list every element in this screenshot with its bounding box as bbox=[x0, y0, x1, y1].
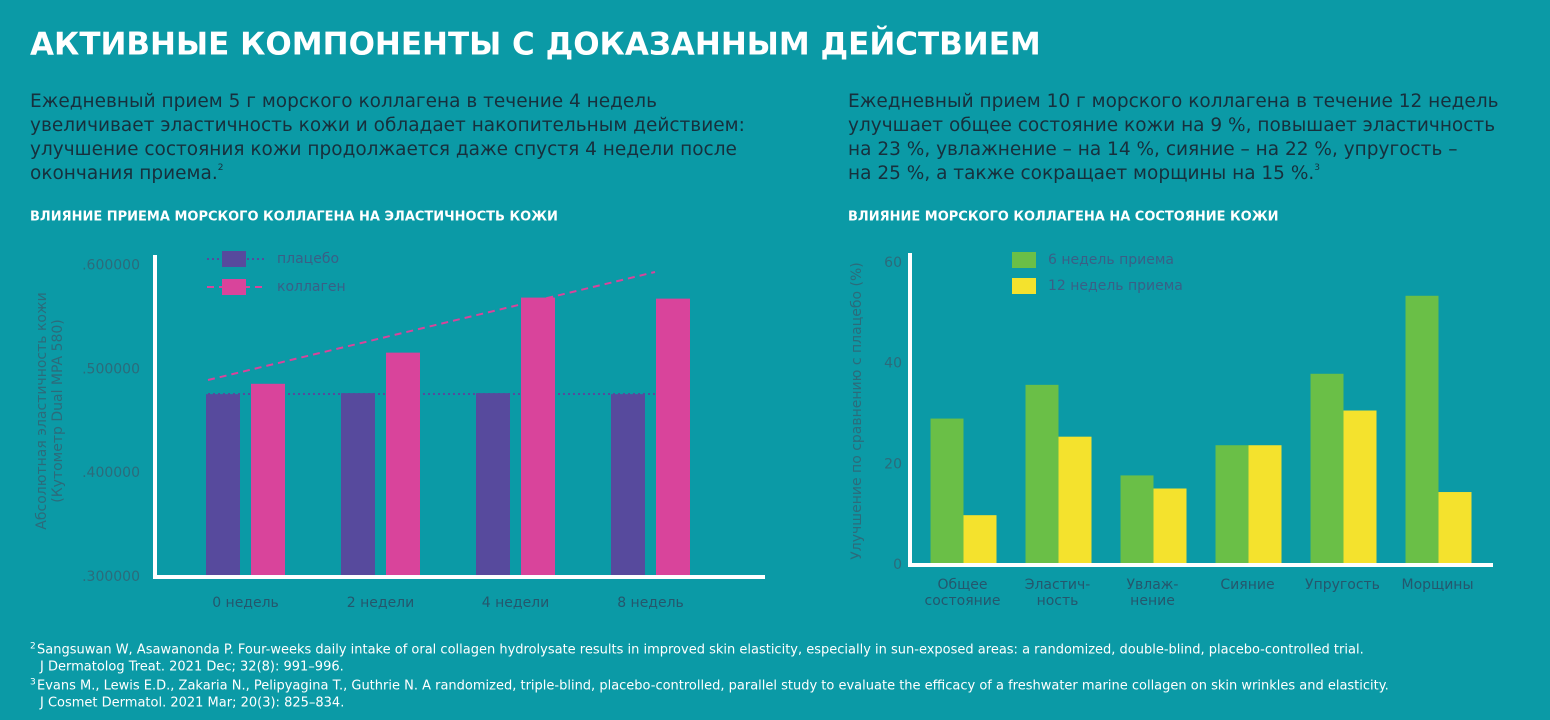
footnote-mark: 2 bbox=[30, 642, 36, 652]
bar bbox=[1405, 295, 1439, 565]
bar bbox=[1248, 445, 1282, 565]
legend-label: плацебо bbox=[277, 251, 339, 267]
y-tick-label: 20 bbox=[884, 456, 902, 472]
x-tick-label: Упругость bbox=[1305, 577, 1380, 593]
chart-title: ВЛИЯНИЕ МОРСКОГО КОЛЛАГЕНА НА СОСТОЯНИЕ … bbox=[848, 210, 1279, 225]
x-tick-label: 0 недель bbox=[212, 595, 279, 611]
text-line: улучшает общее состояние кожи на 9 %, по… bbox=[848, 115, 1495, 136]
footnote: Sangsuwan W, Asawanonda P. Four-weeks da… bbox=[37, 643, 1364, 658]
y-tick-label: 60 bbox=[884, 255, 902, 271]
x-tick-label: 4 недели bbox=[482, 595, 549, 611]
legend-label: 12 недель приема bbox=[1048, 278, 1183, 294]
text-line: на 23 %, увлажнение – на 14 %, сияние – … bbox=[848, 139, 1457, 160]
page-title: АКТИВНЫЕ КОМПОНЕНТЫ С ДОКАЗАННЫМ ДЕЙСТВИ… bbox=[30, 27, 1041, 63]
text-line: увеличивает эластичность кожи и обладает… bbox=[30, 115, 745, 136]
x-tick-label: Общее bbox=[937, 577, 987, 593]
bar bbox=[521, 297, 555, 577]
x-tick-label: нение bbox=[1130, 593, 1175, 609]
x-tick-label: 2 недели bbox=[347, 595, 414, 611]
y-tick-label: 0 bbox=[893, 557, 902, 573]
x-tick-label: Сияние bbox=[1220, 577, 1274, 593]
superscript: 2 bbox=[218, 163, 224, 173]
superscript: 3 bbox=[1314, 163, 1320, 173]
legend-swatch bbox=[1012, 278, 1036, 294]
footnote: J Cosmet Dermatol. 2021 Mar; 20(3): 825–… bbox=[39, 696, 344, 711]
bar bbox=[1120, 475, 1154, 565]
bar bbox=[1153, 488, 1187, 565]
text-line: улучшение состояния кожи продолжается да… bbox=[30, 139, 737, 160]
footnote: Evans M., Lewis E.D., Zakaria N., Pelipy… bbox=[37, 679, 1389, 694]
bar bbox=[611, 394, 645, 577]
legend-swatch bbox=[222, 279, 246, 295]
bar bbox=[1058, 436, 1092, 565]
x-tick-label: 8 недель bbox=[617, 595, 684, 611]
x-tick-label: ность bbox=[1037, 593, 1079, 609]
legend-swatch bbox=[1012, 252, 1036, 268]
bar bbox=[386, 352, 420, 577]
bar bbox=[341, 393, 375, 577]
text-line: Ежедневный прием 10 г морского коллагена… bbox=[848, 91, 1499, 112]
y-tick-label: .600000 bbox=[82, 257, 140, 273]
footnote-mark: 3 bbox=[30, 678, 36, 688]
bar bbox=[1310, 373, 1344, 565]
legend-label: коллаген bbox=[277, 279, 346, 295]
y-tick-label: .500000 bbox=[82, 361, 140, 377]
bar bbox=[1025, 384, 1059, 565]
bar bbox=[1343, 410, 1377, 565]
x-tick-label: состояние bbox=[925, 593, 1001, 609]
bar bbox=[206, 394, 240, 577]
y-tick-label: .400000 bbox=[82, 465, 140, 481]
bar bbox=[1438, 492, 1472, 565]
bar bbox=[1215, 445, 1249, 565]
trend-line bbox=[207, 271, 656, 381]
text-line: на 25 %, а также сокращает морщины на 15… bbox=[848, 163, 1320, 185]
bar bbox=[656, 298, 690, 577]
legend-swatch bbox=[222, 251, 246, 267]
bar bbox=[963, 515, 997, 565]
x-tick-label: Увлаж- bbox=[1127, 577, 1179, 593]
legend-label: 6 недель приема bbox=[1048, 252, 1174, 268]
text-line: Ежедневный прием 5 г морского коллагена … bbox=[30, 91, 657, 112]
y-axis-label: Улучшение по сравнению с плацебо (%) bbox=[849, 262, 865, 559]
y-tick-label: .300000 bbox=[82, 569, 140, 585]
y-tick-label: 40 bbox=[884, 356, 902, 372]
bar bbox=[930, 418, 964, 565]
chart-title: ВЛИЯНИЕ ПРИЕМА МОРСКОГО КОЛЛАГЕНА НА ЭЛА… bbox=[30, 210, 558, 225]
bar bbox=[251, 383, 285, 577]
text-line: окончания приема.2 bbox=[30, 163, 223, 185]
y-axis-label: (Кутометр Dual MPA 580) bbox=[50, 319, 66, 502]
x-tick-label: Морщины bbox=[1401, 577, 1473, 593]
x-tick-label: Эластич- bbox=[1025, 577, 1091, 593]
footnote: J Dermatolog Treat. 2021 Dec; 32(8): 991… bbox=[39, 660, 344, 675]
y-axis-label: Абсолютная эластичность кожи bbox=[34, 292, 50, 529]
bar bbox=[476, 393, 510, 577]
